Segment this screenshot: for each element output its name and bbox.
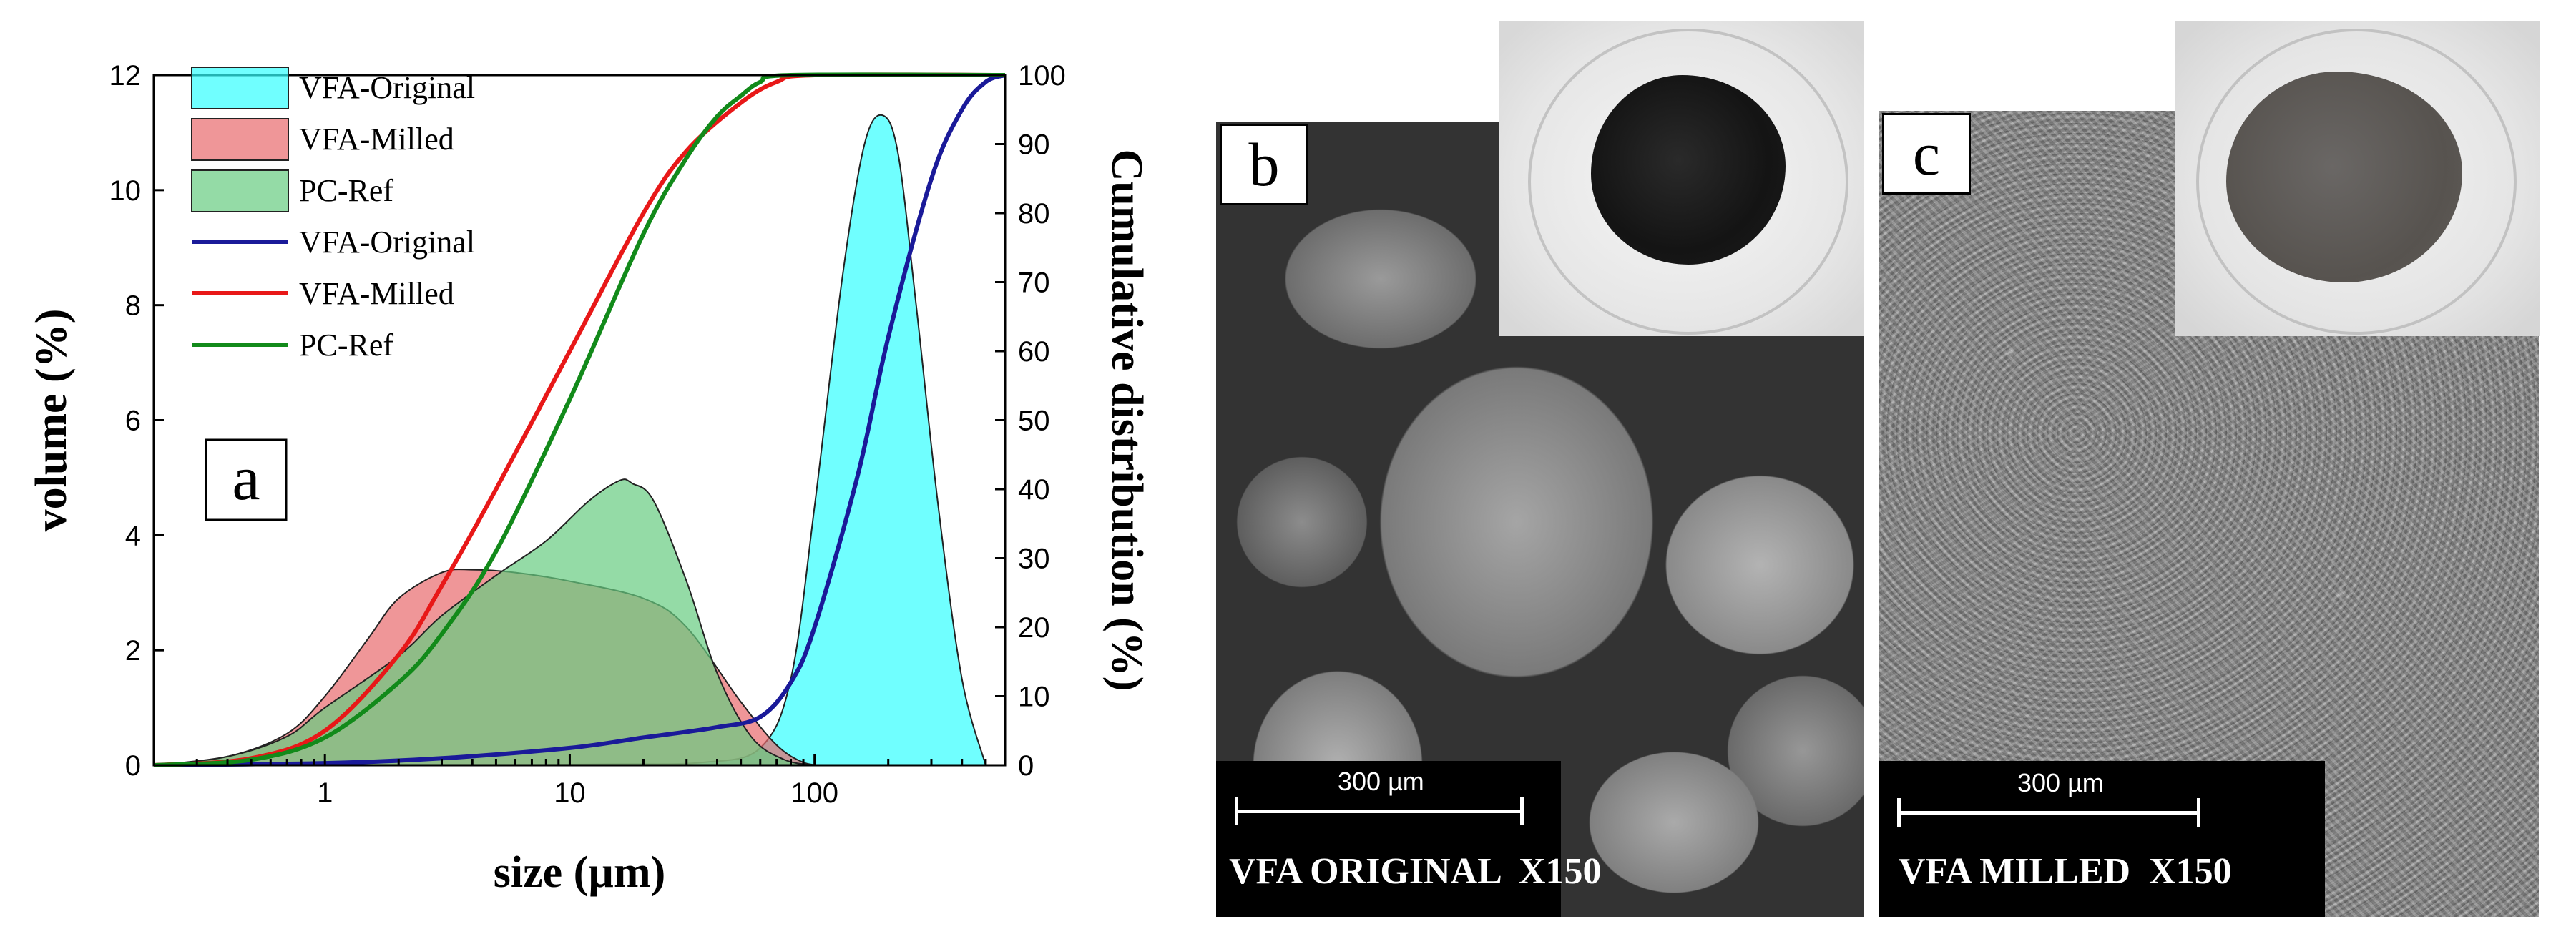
y-tick-label: 6 — [125, 405, 141, 437]
legend-entry: VFA-Original — [299, 225, 475, 260]
y2-tick-label: 100 — [1018, 60, 1066, 92]
sem-caption-c: VFA MILLED X150 — [1899, 851, 2232, 892]
scale-bar-label-c: 300 µm — [2017, 768, 2104, 797]
scale-bar-tick — [1235, 797, 1238, 825]
cumulative-line-group — [153, 72, 1007, 767]
x-tick-label: 100 — [790, 777, 838, 809]
y2-tick-label: 0 — [1018, 750, 1034, 782]
photo-inset-vfa-original — [1499, 21, 1864, 336]
y-tick-label: 2 — [125, 635, 141, 667]
legend-swatch — [191, 118, 289, 161]
scale-bar-label-b: 300 µm — [1338, 767, 1424, 796]
scale-bar-c — [1899, 811, 2199, 815]
area-pc-ref-2 — [153, 478, 815, 766]
chart-legend: VFA-Original VFA-Milled PC-Ref VFA-Original… — [191, 67, 475, 363]
y2-tick-label: 40 — [1018, 474, 1050, 506]
line-vfa-original-3 — [153, 73, 1007, 767]
y2-tick-label: 70 — [1018, 267, 1050, 299]
legend-entry: VFA-Milled — [299, 276, 454, 311]
sem-footer-b: 300 µm VFA ORIGINAL X150 — [1216, 761, 1602, 917]
photo-inset-vfa-milled — [2175, 21, 2540, 336]
panel-c-label: c — [1882, 113, 1971, 195]
y-tick-label: 12 — [109, 60, 142, 92]
sem-footer-c: 300 µm VFA MILLED X150 — [1879, 761, 2325, 917]
legend-entry: VFA-Milled — [299, 122, 454, 157]
sem-caption-b: VFA ORIGINAL X150 — [1229, 851, 1602, 892]
y2-tick-label: 20 — [1018, 612, 1050, 644]
line-pc-ref-5 — [153, 72, 1006, 767]
scale-bar-b — [1236, 810, 1522, 813]
petri-dish — [1528, 29, 1848, 335]
scale-bar-tick — [1897, 798, 1901, 827]
line-vfa-milled-4 — [153, 72, 1006, 767]
y2-tick-label: 50 — [1018, 405, 1050, 437]
petri-dish — [2196, 29, 2517, 335]
x-tick-label: 1 — [317, 777, 333, 809]
panel-b-label: b — [1220, 124, 1308, 205]
y-tick-label: 0 — [125, 750, 141, 782]
y-axis-title: volume (%) — [27, 309, 76, 532]
legend-swatch — [191, 169, 289, 212]
legend-entry: PC-Ref — [299, 173, 393, 208]
y2-tick-label: 60 — [1018, 336, 1050, 368]
y-tick-label: 4 — [125, 520, 141, 551]
x-axis-title: size (µm) — [494, 848, 666, 897]
legend-entry: VFA-Original — [299, 70, 475, 105]
scale-bar-tick — [2197, 798, 2200, 827]
y2-axis-title: Cumulative distribution (%) — [1102, 149, 1151, 692]
y2-tick-label: 10 — [1018, 682, 1050, 713]
powder-sample — [2226, 72, 2462, 282]
area-series-group — [153, 114, 987, 767]
powder-sample — [1591, 75, 1786, 265]
panel-a-label-box: a — [205, 438, 288, 521]
legend-entry: PC-Ref — [299, 328, 393, 363]
scale-bar-tick — [1520, 797, 1524, 825]
y-tick-label: 10 — [109, 175, 142, 207]
y2-tick-label: 80 — [1018, 198, 1050, 230]
y-tick-label: 8 — [125, 290, 141, 322]
panel-a-label: a — [232, 444, 260, 513]
x-tick-label: 10 — [554, 777, 586, 809]
legend-swatch — [191, 67, 289, 109]
y2-tick-label: 90 — [1018, 129, 1050, 161]
y2-tick-label: 30 — [1018, 544, 1050, 575]
